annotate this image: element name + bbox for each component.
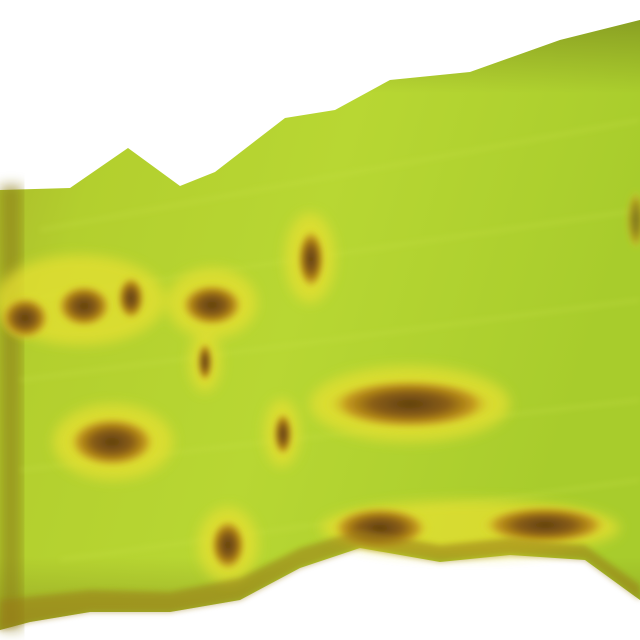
lesion-spot (197, 342, 213, 382)
lesion-spot (56, 284, 112, 328)
lesion-spot (325, 378, 495, 430)
lesion-spot (67, 416, 157, 468)
lesion-spot (210, 519, 246, 571)
lesion-spot (180, 283, 244, 327)
leaf-edge-shading (0, 20, 640, 630)
lesion-spot (297, 229, 325, 289)
leaf-lesions (0, 190, 640, 571)
lesion-spot (117, 276, 145, 320)
leaf-lower-margin (0, 530, 640, 630)
lesion-spot (480, 505, 610, 545)
leaf-left-margin (0, 185, 22, 630)
lesion-spot (0, 296, 50, 340)
lesion-spot (626, 190, 640, 250)
lesion-spot (273, 412, 293, 456)
